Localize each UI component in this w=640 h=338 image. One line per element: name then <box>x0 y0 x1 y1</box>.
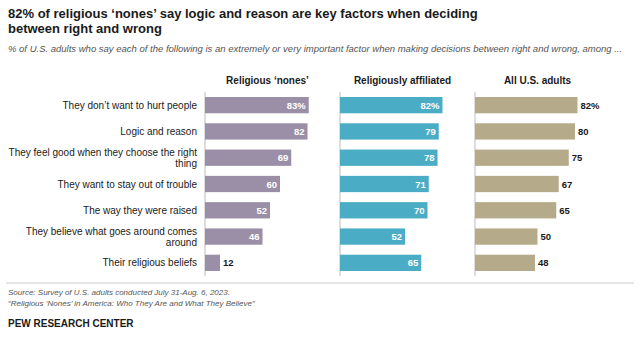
data-label: 75 <box>572 152 583 163</box>
data-label: 12 <box>223 257 234 268</box>
column-header: Religiously affiliated <box>354 75 451 86</box>
data-label: 48 <box>538 257 549 268</box>
title: 82% of religious ‘nones’ say logic and r… <box>8 6 478 36</box>
bar <box>205 255 220 271</box>
bar <box>205 202 270 218</box>
data-label: 50 <box>541 231 552 242</box>
category-label: The way they were raised <box>83 205 197 216</box>
data-label: 83% <box>287 100 307 111</box>
category-label: Logic and reason <box>120 126 197 137</box>
data-label: 78 <box>424 152 435 163</box>
bar <box>205 97 309 113</box>
data-label: 65 <box>559 205 570 216</box>
data-label: 52 <box>391 231 402 242</box>
bar <box>475 123 575 139</box>
bar <box>475 150 569 166</box>
category-label-line: They believe what goes around comes <box>26 226 197 237</box>
subtitle-line: % of U.S. adults who say each of the fol… <box>8 43 622 54</box>
bars <box>205 97 309 271</box>
category-label-line: They feel good when they choose the righ… <box>9 147 198 158</box>
category-label: They want to stay out of trouble <box>57 179 197 190</box>
source-note: “Religious ‘Nones’ in America: Who They … <box>8 299 255 308</box>
footer: PEW RESEARCH CENTER <box>8 318 134 329</box>
bar <box>340 228 405 244</box>
data-labels: 82% 79 78 71 70 52 65 <box>391 100 440 269</box>
column-header: All U.S. adults <box>504 75 572 86</box>
category-label-line: The way they were raised <box>83 205 197 216</box>
data-labels: 82% 80 75 67 65 50 48 <box>538 100 600 269</box>
title-line: between right and wrong <box>8 21 162 36</box>
data-label: 82% <box>581 100 601 111</box>
data-label: 82 <box>294 126 305 137</box>
data-label: 65 <box>408 257 419 268</box>
data-labels: 83% 82 69 60 52 46 12 <box>223 100 306 269</box>
category-label: They believe what goes around comesaroun… <box>26 226 197 248</box>
data-label: 67 <box>562 179 573 190</box>
bar <box>340 150 438 166</box>
data-label: 52 <box>256 205 267 216</box>
data-label: 82% <box>420 100 440 111</box>
bar <box>475 176 559 192</box>
data-label: 60 <box>266 179 277 190</box>
column-header: Religious ‘nones’ <box>226 75 309 86</box>
data-label: 79 <box>425 126 436 137</box>
chart: 82% of religious ‘nones’ say logic and r… <box>0 0 640 338</box>
bar <box>475 255 535 271</box>
title-line: 82% of religious ‘nones’ say logic and r… <box>8 6 478 21</box>
category-label-line: Logic and reason <box>120 126 197 137</box>
category-label-line: Their religious beliefs <box>103 257 198 268</box>
source-note: Source: Survey of U.S. adults conducted … <box>8 288 230 297</box>
bar <box>475 202 556 218</box>
bar <box>475 97 578 113</box>
bar <box>340 255 421 271</box>
category-label: They don’t want to hurt people <box>62 100 197 111</box>
category-label: They feel good when they choose the righ… <box>9 147 198 169</box>
data-label: 46 <box>249 231 260 242</box>
data-label: 69 <box>278 152 289 163</box>
bars <box>340 97 443 271</box>
category-label-line: They don’t want to hurt people <box>62 100 197 111</box>
bar <box>340 202 428 218</box>
data-label: 71 <box>415 179 426 190</box>
bar <box>340 176 429 192</box>
category-label: Their religious beliefs <box>103 257 198 268</box>
bar <box>205 176 280 192</box>
bar <box>205 228 263 244</box>
data-label: 80 <box>578 126 589 137</box>
bar <box>340 97 443 113</box>
data-label: 70 <box>414 205 425 216</box>
separator <box>6 283 634 284</box>
category-label-line: They want to stay out of trouble <box>57 179 197 190</box>
category-label-line: around <box>166 237 197 248</box>
bar <box>205 123 308 139</box>
bar <box>340 123 439 139</box>
bars <box>475 97 578 271</box>
bar <box>475 228 538 244</box>
category-label-line: thing <box>175 158 197 169</box>
bar <box>205 150 291 166</box>
subtitle: % of U.S. adults who say each of the fol… <box>8 43 622 54</box>
